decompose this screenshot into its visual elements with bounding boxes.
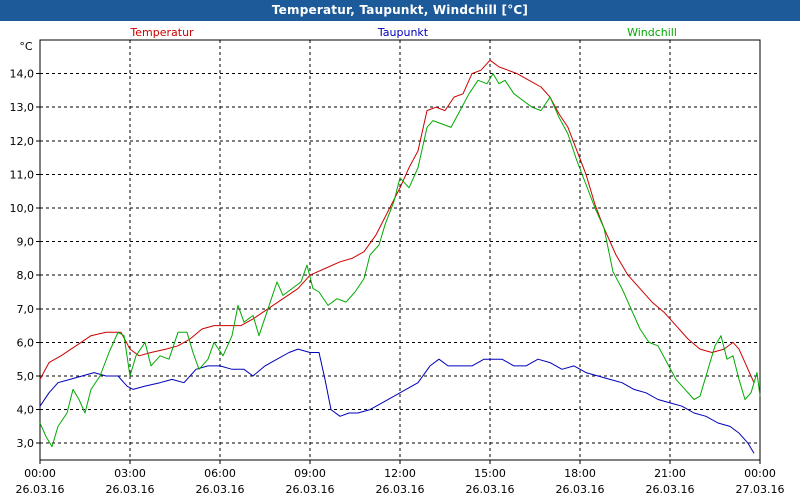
x-tick-time: 00:00 xyxy=(24,467,56,480)
y-tick-label: 8,0 xyxy=(17,269,35,282)
x-tick-date: 26.03.16 xyxy=(106,483,155,496)
x-tick-time: 21:00 xyxy=(654,467,686,480)
legend-temperatur: Temperatur xyxy=(129,26,194,39)
x-tick-time: 09:00 xyxy=(294,467,326,480)
x-tick-date: 26.03.16 xyxy=(286,483,335,496)
x-tick-time: 00:00 xyxy=(744,467,776,480)
y-tick-label: 4,0 xyxy=(17,404,35,417)
x-tick-date: 26.03.16 xyxy=(376,483,425,496)
x-tick-date: 27.03.16 xyxy=(736,483,785,496)
x-tick-date: 26.03.16 xyxy=(196,483,245,496)
x-tick-date: 26.03.16 xyxy=(556,483,605,496)
tick-labels: 3,0 4,0 5,0 6,0 7,0 8,0 9,0 10,0 11,0 12,0 13,0 14,… xyxy=(10,40,785,496)
y-tick-label: 5,0 xyxy=(17,370,35,383)
x-tick-time: 06:00 xyxy=(204,467,236,480)
legend: Temperatur Taupunkt Windchill xyxy=(129,26,677,39)
plot-background xyxy=(0,21,800,500)
y-tick-label: 11,0 xyxy=(10,168,35,181)
y-tick-label: 14,0 xyxy=(10,68,35,81)
line-chart: 3,0 4,0 5,0 6,0 7,0 8,0 9,0 10,0 11,0 12,0 13,0 14,… xyxy=(0,21,800,500)
y-tick-label: 10,0 xyxy=(10,202,35,215)
x-tick-time: 03:00 xyxy=(114,467,146,480)
legend-windchill: Windchill xyxy=(627,26,677,39)
series-line-taupunkt xyxy=(39,348,755,454)
axes xyxy=(36,39,761,464)
y-tick-label: 13,0 xyxy=(10,101,35,114)
series-line-windchill xyxy=(39,73,761,448)
y-tick-label: 6,0 xyxy=(17,336,35,349)
plot-frame xyxy=(39,39,761,461)
x-tick-time: 18:00 xyxy=(564,467,596,480)
y-tick-label: 12,0 xyxy=(10,135,35,148)
series-line-temperatur xyxy=(39,59,755,383)
y-tick-label: 7,0 xyxy=(17,303,35,316)
grid-lines xyxy=(40,40,760,460)
x-tick-date: 26.03.16 xyxy=(646,483,695,496)
window-title: Temperatur, Taupunkt, Windchill [°C] xyxy=(0,0,800,21)
x-tick-date: 26.03.16 xyxy=(16,483,65,496)
x-tick-time: 15:00 xyxy=(474,467,506,480)
series-lines xyxy=(39,59,761,454)
x-tick-time: 12:00 xyxy=(384,467,416,480)
x-tick-date: 26.03.16 xyxy=(466,483,515,496)
y-tick-label: 3,0 xyxy=(17,437,35,450)
y-tick-label: 9,0 xyxy=(17,236,35,249)
legend-taupunkt: Taupunkt xyxy=(377,26,429,39)
y-axis-unit: °C xyxy=(19,40,33,53)
